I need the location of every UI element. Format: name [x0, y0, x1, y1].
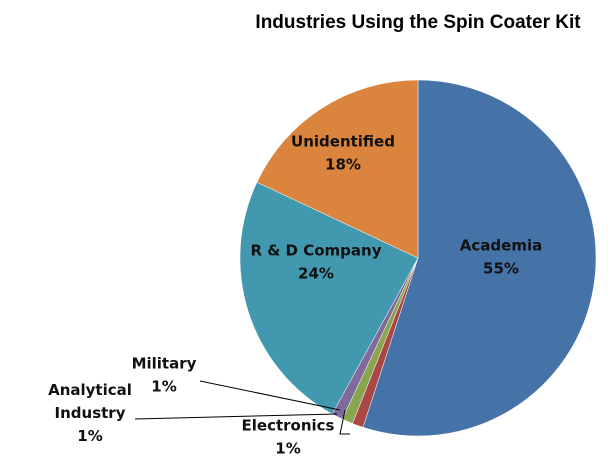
slice-percent-label: 24%: [298, 265, 334, 283]
leader-line-electronics: [339, 409, 350, 435]
slice-label-electronics: Electronics 1%: [242, 417, 335, 458]
slice-name-label: Industry: [55, 404, 126, 422]
slice-label-r-d-company: R & D Company 24%: [250, 242, 381, 283]
slice-percent-label: 55%: [483, 260, 519, 278]
slice-name-label: Academia: [460, 237, 542, 255]
slice-percent-label: 18%: [325, 156, 361, 174]
slice-label-military: Military 1%: [132, 355, 197, 396]
pie-slice-academia: [362, 79, 597, 437]
pie-slices: [239, 79, 597, 437]
slice-name-label: Military: [132, 355, 197, 373]
slice-percent-label: 1%: [77, 427, 102, 445]
leader-line-military: [199, 380, 341, 411]
chart-title: Industries Using the Spin Coater Kit: [255, 12, 581, 33]
slice-label-analytical-industry: Analytical Industry 1%: [48, 381, 132, 445]
slice-label-unidentified: Unidentified 18%: [291, 133, 395, 174]
slice-name-label: Unidentified: [291, 133, 395, 151]
slice-percent-label: 1%: [275, 440, 300, 458]
slice-label-academia: Academia 55%: [460, 237, 542, 278]
slice-labels: Academia 55% Electronics 1% Analytical Indust…: [48, 133, 542, 458]
slice-name-label: R & D Company: [250, 242, 381, 260]
pie-slice-r-d-company: [239, 181, 419, 415]
slice-percent-label: 1%: [151, 378, 176, 396]
slice-name-label: Analytical: [48, 381, 132, 399]
leader-line-analytical-industry: [134, 413, 338, 420]
leader-lines: [134, 380, 350, 435]
slice-name-label: Electronics: [242, 417, 335, 435]
pie-slice-unidentified: [256, 79, 419, 259]
